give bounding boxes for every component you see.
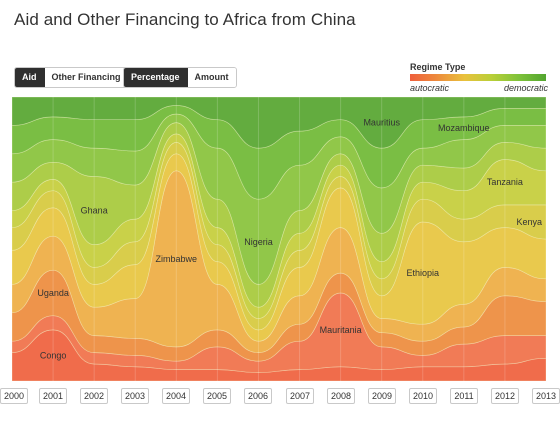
country-label-ethiopia: Ethiopia xyxy=(407,268,440,278)
country-label-tanzania: Tanzania xyxy=(487,177,523,187)
country-label-mauritania: Mauritania xyxy=(320,325,362,335)
country-label-mozambique: Mozambique xyxy=(438,123,490,133)
year-tick-2009[interactable]: 2009 xyxy=(368,388,396,404)
year-tick-2004[interactable]: 2004 xyxy=(162,388,190,404)
year-tick-2000[interactable]: 2000 xyxy=(0,388,28,404)
year-tick-2008[interactable]: 2008 xyxy=(327,388,355,404)
country-label-uganda: Uganda xyxy=(37,288,69,298)
country-label-congo: Congo xyxy=(40,350,67,360)
year-tick-2006[interactable]: 2006 xyxy=(244,388,272,404)
year-tick-2012[interactable]: 2012 xyxy=(491,388,519,404)
country-label-ghana: Ghana xyxy=(81,206,108,216)
year-tick-2005[interactable]: 2005 xyxy=(203,388,231,404)
year-tick-2010[interactable]: 2010 xyxy=(409,388,437,404)
year-tick-2007[interactable]: 2007 xyxy=(286,388,314,404)
year-tick-2002[interactable]: 2002 xyxy=(80,388,108,404)
year-tick-2001[interactable]: 2001 xyxy=(39,388,67,404)
country-label-kenya: Kenya xyxy=(516,217,542,227)
year-tick-2013[interactable]: 2013 xyxy=(532,388,560,404)
country-label-mauritius: Mauritius xyxy=(363,118,400,128)
year-tick-2011[interactable]: 2011 xyxy=(450,388,478,404)
year-tick-2003[interactable]: 2003 xyxy=(121,388,149,404)
country-label-zimbabwe: Zimbabwe xyxy=(156,254,198,264)
country-label-nigeria: Nigeria xyxy=(244,237,273,247)
